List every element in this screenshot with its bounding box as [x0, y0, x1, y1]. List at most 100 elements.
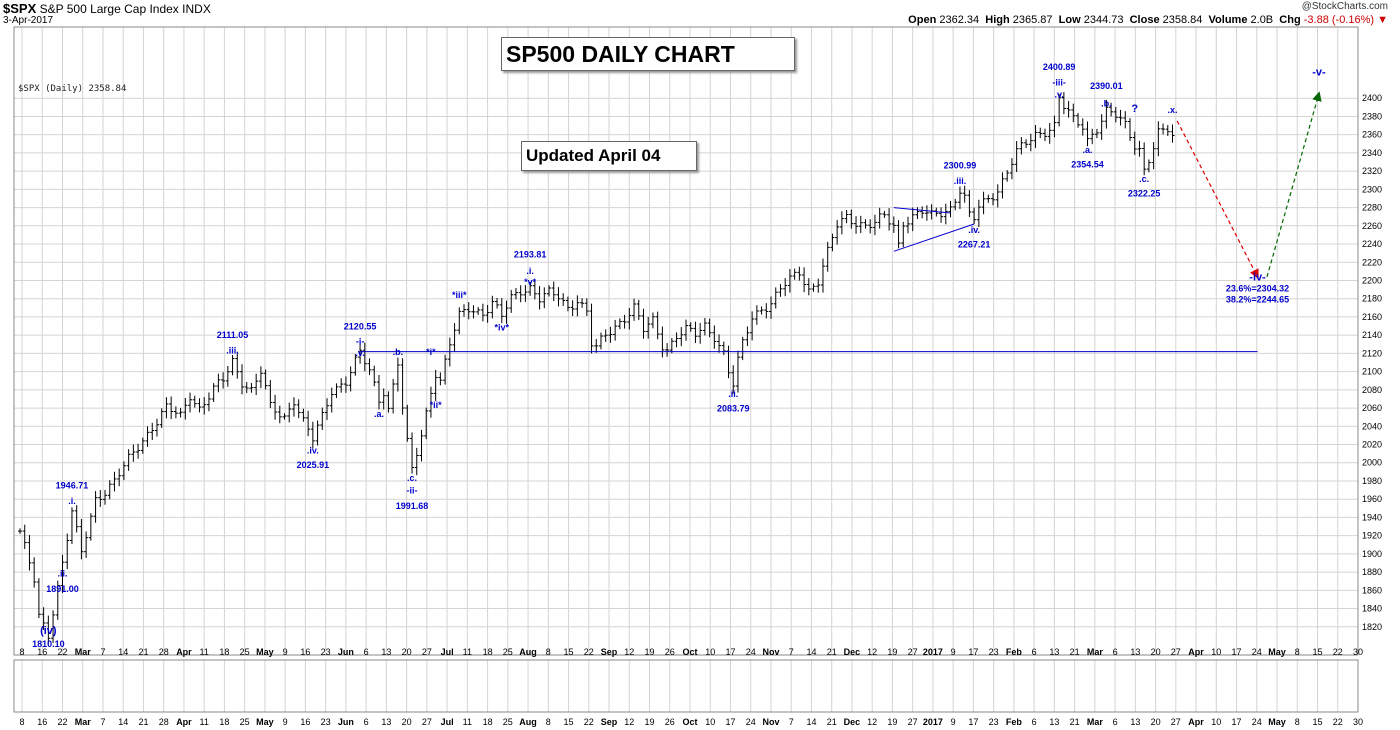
ohlc-bar [584, 298, 589, 317]
x-tick-label: 18 [483, 647, 493, 657]
ohlc-bar [589, 303, 594, 354]
x-tick-label: 7 [789, 717, 794, 727]
x-tick-label: 27 [908, 717, 918, 727]
stockcharts-credit[interactable]: @StockCharts.com [1301, 1, 1388, 12]
x-tick-label: 26 [665, 717, 675, 727]
ohlc-bar [296, 399, 301, 419]
ohlc-bar [51, 610, 56, 643]
ohlc-bar [471, 305, 476, 319]
wave-label: .i. [68, 496, 76, 506]
ohlc-bar [787, 269, 792, 293]
ohlc-bar [783, 278, 788, 297]
wave-label: .i. [526, 266, 534, 276]
ohlc-bar [301, 408, 306, 422]
ohlc-bar [410, 432, 415, 474]
wave-label: 1891.00 [46, 584, 79, 594]
ohlc-bar [693, 321, 698, 344]
x-tick-label: 10 [1211, 647, 1221, 657]
x-tick-label: 15 [564, 647, 574, 657]
x-tick-label: 25 [503, 717, 513, 727]
y-tick-label: 1920 [1362, 531, 1382, 541]
ohlc-bar [849, 209, 854, 229]
wave-label: -i- [356, 336, 365, 346]
ohlc-bar [731, 365, 736, 394]
x-tick-label: Oct [682, 717, 697, 727]
ohlc-bar [462, 304, 466, 317]
ohlc-bar [41, 607, 46, 631]
x-tick-label: 28 [159, 647, 169, 657]
x-tick-label: Aug [519, 647, 537, 657]
x-tick-label: 24 [746, 647, 756, 657]
ohlc-bar [480, 303, 485, 322]
ohlc-bar [882, 210, 887, 218]
ohlc-bar [329, 387, 334, 413]
ohlc-bar [901, 221, 906, 248]
ohlc-bar [1104, 99, 1109, 129]
x-tick-label: Feb [1006, 717, 1023, 727]
wave-label: .v. [1054, 89, 1063, 99]
x-tick-label: 17 [968, 647, 978, 657]
ohlc-bar [183, 397, 188, 420]
chg-value: -3.88 (-0.16%) [1303, 14, 1375, 26]
ohlc-bar [943, 203, 948, 225]
symbol-name: S&P 500 Large Cap Index [39, 2, 179, 16]
open-label: Open [908, 14, 937, 26]
x-tick-label: 9 [283, 647, 288, 657]
wave-label: 38.2%=2244.65 [1226, 294, 1289, 304]
ohlc-bar [707, 318, 712, 338]
ohlc-bar [632, 298, 637, 321]
x-tick-label: 6 [1032, 717, 1037, 727]
wave-label: .a. [374, 409, 384, 419]
ohlc-bar [79, 519, 84, 560]
wave-label: 2300.99 [944, 160, 977, 170]
x-tick-label: 14 [118, 647, 128, 657]
wave-label: *v* [524, 277, 537, 287]
ohlc-bar [835, 219, 840, 245]
high-value: 2365.87 [1012, 14, 1053, 26]
ohlc-bar [287, 402, 292, 423]
y-tick-label: 1960 [1362, 494, 1382, 504]
ohlc-bar [646, 316, 651, 339]
y-tick-label: 1860 [1362, 585, 1382, 595]
x-tick-label: May [1268, 647, 1286, 657]
x-tick-label: May [256, 717, 274, 727]
ohlc-bar [103, 489, 108, 505]
ohlc-bar [1080, 118, 1085, 136]
ohlc-bar [343, 376, 348, 393]
ohlc-bar [1137, 140, 1142, 157]
volume-label: Volume [1208, 14, 1248, 26]
volume-value: 2.0B [1250, 14, 1274, 26]
y-tick-label: 2320 [1362, 166, 1382, 176]
ohlc-bar [112, 471, 117, 492]
low-label: Low [1058, 14, 1081, 26]
ohlc-bar [778, 284, 783, 297]
wave-label: .iii. [954, 176, 967, 186]
x-tick-label: 2017 [923, 717, 943, 727]
x-tick-label: 6 [1113, 717, 1118, 727]
ohlc-bar [575, 295, 580, 317]
ohlc-bar [976, 199, 981, 228]
wave-label: *i* [426, 347, 436, 357]
x-tick-label: 26 [665, 647, 675, 657]
ohlc-bar [858, 215, 863, 234]
ohlc-bar [334, 383, 339, 399]
x-tick-label: 23 [321, 647, 331, 657]
x-tick-label: 8 [546, 647, 551, 657]
ohlc-bar [1019, 137, 1024, 155]
wave-label: 2354.54 [1071, 159, 1104, 169]
ohlc-bar [263, 369, 268, 390]
wave-label: *ii* [430, 400, 443, 410]
wave-label: (iv) [40, 625, 57, 637]
ohlc-bar [173, 406, 178, 419]
x-tick-label: 8 [19, 717, 24, 727]
x-tick-label: 6 [364, 717, 369, 727]
ohlc-bar [386, 391, 391, 413]
y-tick-label: 2120 [1362, 348, 1382, 358]
ohlc-bar [1052, 115, 1057, 138]
wave-label: .c. [407, 473, 417, 483]
x-tick-label: 23 [989, 647, 999, 657]
ohlc-bar [121, 461, 126, 481]
ohlc-bar [735, 350, 740, 393]
x-tick-label: 19 [645, 647, 655, 657]
x-tick-label: 17 [725, 647, 735, 657]
